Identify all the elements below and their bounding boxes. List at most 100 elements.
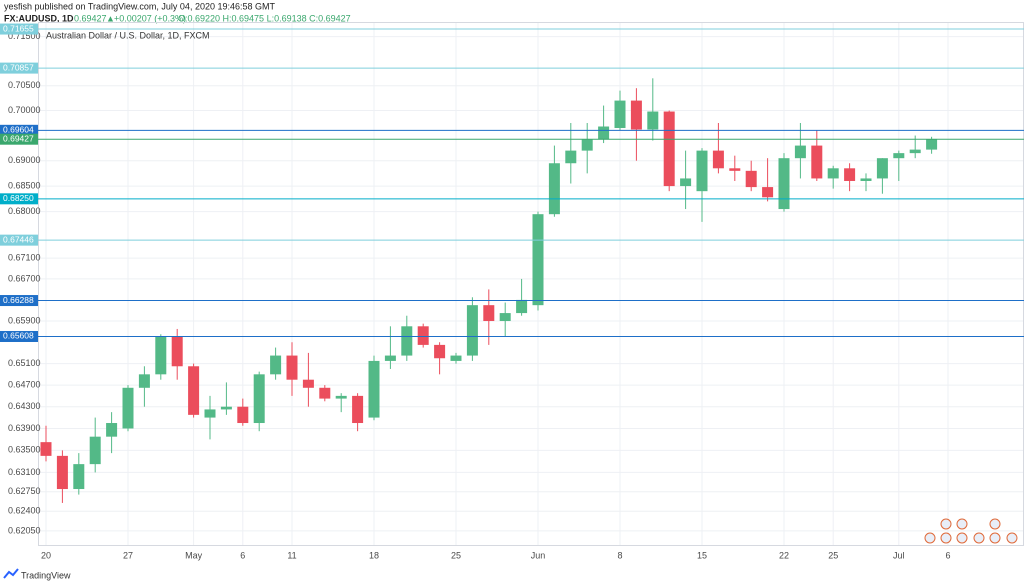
candle-body xyxy=(565,150,577,164)
candle-body xyxy=(56,455,68,490)
x-tick-label: Jun xyxy=(531,550,546,560)
candle-body xyxy=(434,344,446,359)
y-tick-label: 0.70000 xyxy=(8,105,41,115)
y-tick-label: 0.65100 xyxy=(8,358,41,368)
level-label-box xyxy=(0,193,38,205)
candle-body xyxy=(729,168,741,171)
x-tick-label: 6 xyxy=(240,550,245,560)
publisher: yesfish published on TradingView.com, Ju… xyxy=(4,1,275,11)
x-tick-label: 20 xyxy=(41,550,51,560)
candle-body xyxy=(286,355,298,380)
level-label: 0.66288 xyxy=(3,295,34,305)
candle-body xyxy=(106,423,118,437)
candle-body xyxy=(171,336,183,367)
y-tick-label: 0.66700 xyxy=(8,273,41,283)
level-label-box xyxy=(0,23,38,35)
candle-body xyxy=(630,100,642,130)
x-tick-label: 11 xyxy=(287,550,296,560)
x-tick-label: 27 xyxy=(123,550,133,560)
candle-body xyxy=(499,313,511,322)
candle-body xyxy=(926,139,938,150)
x-tick-label: 18 xyxy=(369,550,379,560)
y-tick-label: 0.68000 xyxy=(8,206,41,216)
candle-body xyxy=(155,336,167,375)
level-label: 0.69427 xyxy=(3,133,34,143)
candle-body xyxy=(532,214,544,306)
x-tick-label: 22 xyxy=(779,550,789,560)
candle-body xyxy=(516,299,528,314)
y-tick-label: 0.64700 xyxy=(8,379,41,389)
y-tick-label: 0.63900 xyxy=(8,423,41,433)
candle-body xyxy=(466,305,478,356)
candle-body xyxy=(745,170,757,188)
candle-body xyxy=(417,326,429,345)
candle-body xyxy=(811,145,823,179)
candle-body xyxy=(696,150,708,192)
candle-body xyxy=(762,187,774,198)
y-tick-label: 0.68500 xyxy=(8,180,41,190)
x-tick-label: 6 xyxy=(945,550,950,560)
candle-body xyxy=(778,158,790,210)
candle-body xyxy=(40,442,52,456)
event-icons xyxy=(924,518,1018,544)
candle-body xyxy=(893,153,905,159)
candle-body xyxy=(844,168,856,181)
y-tick-label: 0.64300 xyxy=(8,401,41,411)
chart-title: Australian Dollar / U.S. Dollar, 1D, FXC… xyxy=(46,30,210,40)
last-price: 0.69427 xyxy=(74,13,107,23)
level-label: 0.68250 xyxy=(3,193,34,203)
candle-body xyxy=(909,149,921,154)
y-tick-label: 0.63100 xyxy=(8,467,41,477)
change: +0.00207 (+0.3%) xyxy=(114,13,186,23)
candle-body xyxy=(89,436,101,465)
candle-body xyxy=(368,360,380,418)
x-tick-label: 8 xyxy=(617,550,622,560)
candle-body xyxy=(548,163,560,215)
candle-body xyxy=(598,126,610,140)
level-label-box xyxy=(0,124,38,136)
y-tick-label: 0.65900 xyxy=(8,315,41,325)
level-label: 0.70857 xyxy=(3,62,34,72)
candle-body xyxy=(401,326,413,356)
candle-body xyxy=(876,158,888,179)
level-label: 0.71655 xyxy=(3,23,34,33)
y-tick-label: 0.70500 xyxy=(8,80,41,90)
candle-body xyxy=(122,387,134,429)
y-tick-label: 0.63500 xyxy=(8,445,41,455)
ohlc: O:0.69220 H:0.69475 L:0.69138 C:0.69427 xyxy=(178,13,351,23)
candle-body xyxy=(581,139,593,151)
candle-body xyxy=(860,178,872,181)
candle-body xyxy=(204,409,216,418)
candle-body xyxy=(384,355,396,361)
candle-body xyxy=(319,387,331,399)
y-tick-label: 0.62750 xyxy=(8,486,41,496)
candle-body xyxy=(138,374,150,388)
brand: TradingView xyxy=(21,570,71,580)
level-label: 0.67446 xyxy=(3,234,34,244)
plot-frame xyxy=(38,22,1024,546)
symbol: FX:AUDUSD, 1D xyxy=(4,13,74,23)
candle-body xyxy=(253,374,265,424)
footer-logo: TradingView xyxy=(3,568,71,580)
x-tick-label: 25 xyxy=(451,550,461,560)
candle-body xyxy=(237,406,249,424)
change: ▲ xyxy=(106,13,115,23)
candle-body xyxy=(483,305,495,322)
candle-body xyxy=(188,366,200,415)
level-label-box xyxy=(0,62,38,74)
candle-body xyxy=(794,145,806,159)
candle-body xyxy=(647,111,659,130)
candle-body xyxy=(614,100,626,129)
level-label-box xyxy=(0,330,38,342)
x-tick-label: May xyxy=(185,550,203,560)
x-tick-label: 25 xyxy=(828,550,838,560)
x-tick-label: 15 xyxy=(697,550,707,560)
level-label: 0.65608 xyxy=(3,331,34,341)
candle-body xyxy=(220,406,232,410)
level-label-box xyxy=(0,234,38,246)
candle-body xyxy=(663,111,675,187)
candle-body xyxy=(450,355,462,361)
level-label-box xyxy=(0,133,38,145)
